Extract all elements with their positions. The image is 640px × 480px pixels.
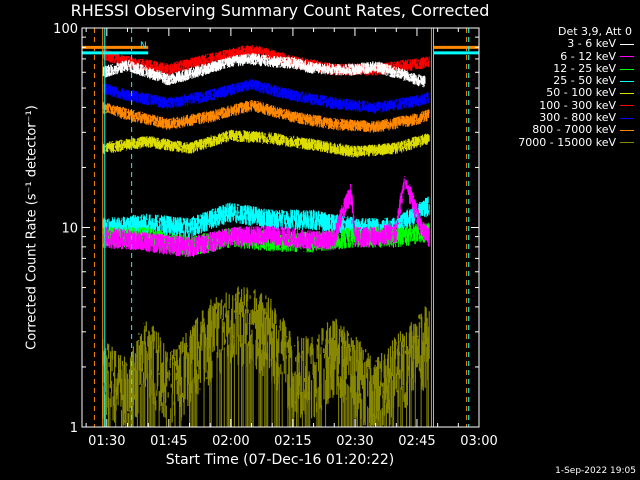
legend-label: 6 - 12 keV — [560, 49, 616, 63]
y-tick-label: 100 — [53, 22, 78, 37]
x-tick-label: 02:45 — [398, 434, 435, 449]
chart-title: RHESSI Observing Summary Count Rates, Co… — [70, 1, 490, 20]
legend-label: 800 - 7000 keV — [532, 123, 616, 137]
legend: Det 3,9, Att 0 3 - 6 keV 6 - 12 keV 12 - 2… — [476, 25, 634, 149]
legend-item: 50 - 100 keV — [476, 87, 634, 99]
legend-swatch — [620, 56, 634, 58]
tick-layer: 01:30 01:45 02:00 02:15 02:30 02:45 03:00 1 10 10… — [53, 22, 498, 449]
series-50-100-kev — [102, 129, 430, 158]
x-axis-label: Start Time (07-Dec-16 01:20:22) — [165, 452, 395, 468]
legend-swatch — [620, 130, 634, 132]
legend-label: 12 - 25 keV — [553, 61, 616, 75]
legend-header: Det 3,9, Att 0 — [558, 25, 632, 38]
y-tick-label: 1 — [70, 421, 78, 436]
legend-item: 12 - 25 keV — [476, 61, 634, 75]
x-tick-label: 02:00 — [212, 434, 249, 449]
x-tick-label: 01:45 — [150, 434, 187, 449]
legend-item: 300 - 800 keV — [476, 111, 634, 125]
y-tick-label: 10 — [61, 222, 78, 237]
timestamp: 1-Sep-2022 19:05 — [555, 466, 636, 476]
legend-item: 6 - 12 keV — [476, 49, 634, 63]
legend-label: 3 - 6 keV — [567, 37, 616, 51]
x-tick-label: 02:15 — [274, 434, 311, 449]
legend-item: 25 - 50 keV — [476, 74, 634, 88]
legend-swatch — [620, 43, 634, 45]
series-7000-15000-kev — [102, 286, 430, 427]
legend-label: 25 - 50 keV — [553, 74, 616, 88]
legend-label: 300 - 800 keV — [539, 111, 616, 125]
legend-label: 7000 - 15000 keV — [518, 135, 616, 149]
legend-swatch — [620, 80, 634, 82]
legend-swatch — [620, 142, 634, 144]
x-tick-label: 02:30 — [336, 434, 373, 449]
plot-mark: N — [140, 41, 147, 51]
legend-swatch — [620, 93, 634, 95]
series-dropouts — [103, 343, 429, 427]
legend-label: 50 - 100 keV — [546, 86, 616, 100]
x-tick-label: 03:00 — [460, 434, 497, 449]
legend-item: 800 - 7000 keV — [476, 124, 634, 136]
legend-item: 3 - 6 keV — [476, 37, 634, 51]
legend-swatch — [620, 105, 634, 107]
series-trace — [102, 53, 426, 88]
legend-item: 7000 - 15000 keV — [476, 135, 634, 149]
x-tick-label: 01:30 — [88, 434, 125, 449]
series-3-6-kev — [102, 53, 426, 88]
legend-item: 100 - 300 keV — [476, 98, 634, 112]
legend-swatch — [620, 68, 634, 70]
series-trace — [102, 129, 430, 158]
marker-layer — [82, 28, 479, 427]
legend-label: 100 - 300 keV — [539, 98, 616, 112]
series-layer — [102, 44, 430, 427]
legend-swatch — [620, 117, 634, 119]
y-axis-label: Corrected Count Rate (s⁻¹ detector⁻¹) — [24, 105, 40, 350]
